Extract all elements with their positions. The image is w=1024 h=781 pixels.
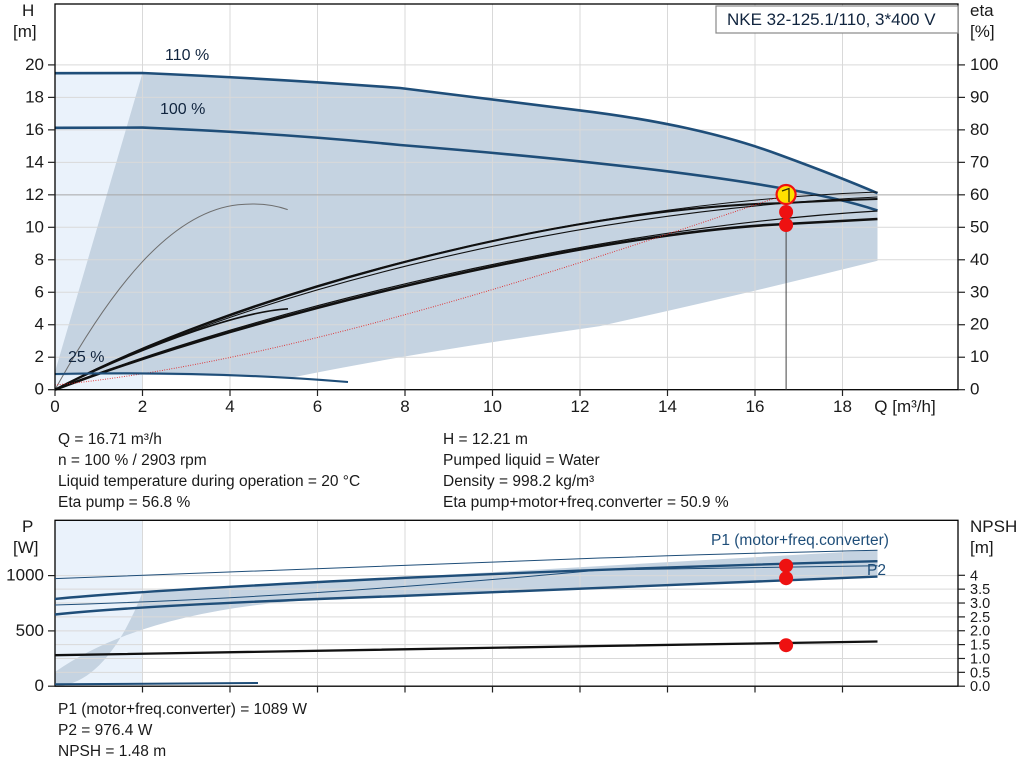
svg-text:12: 12 [25,185,44,204]
svg-text:100: 100 [970,55,998,74]
svg-text:Density = 998.2 kg/m³: Density = 998.2 kg/m³ [443,473,594,490]
svg-text:6: 6 [35,282,44,301]
svg-text:NKE 32-125.1/110, 3*400 V: NKE 32-125.1/110, 3*400 V [727,10,936,29]
svg-text:2: 2 [35,347,44,366]
svg-text:1000: 1000 [6,566,44,585]
svg-text:2: 2 [138,397,147,416]
svg-text:1.5: 1.5 [970,638,990,654]
svg-text:10: 10 [483,397,502,416]
svg-text:Eta pump+motor+freq.converter: Eta pump+motor+freq.converter = 50.9 % [443,494,729,511]
svg-text:P2 = 976.4 W: P2 = 976.4 W [58,722,153,739]
svg-text:500: 500 [16,621,44,640]
svg-text:14: 14 [658,397,677,416]
svg-text:0.5: 0.5 [970,665,990,681]
svg-text:10: 10 [25,217,44,236]
svg-text:110 %: 110 % [165,47,209,64]
svg-text:NPSH: NPSH [970,517,1017,536]
svg-text:6: 6 [313,397,322,416]
svg-text:4: 4 [225,397,234,416]
svg-text:4: 4 [35,315,44,334]
svg-text:18: 18 [833,397,852,416]
svg-text:14: 14 [25,152,44,171]
svg-text:1.0: 1.0 [970,652,990,668]
svg-text:18: 18 [25,87,44,106]
svg-text:50: 50 [970,217,989,236]
svg-text:12: 12 [571,397,590,416]
svg-text:Liquid temperature during oper: Liquid temperature during operation = 20… [58,473,360,490]
svg-text:16: 16 [25,120,44,139]
svg-text:100 %: 100 % [160,101,205,118]
svg-text:8: 8 [35,250,44,269]
svg-text:0.0: 0.0 [970,679,990,695]
svg-text:P1 (motor+freq.converter) = 10: P1 (motor+freq.converter) = 1089 W [58,701,307,718]
svg-text:25 %: 25 % [68,349,104,366]
svg-text:H: H [22,1,34,20]
svg-text:0: 0 [35,676,44,695]
svg-text:2.0: 2.0 [970,624,990,640]
svg-text:0: 0 [970,380,979,399]
svg-text:[%]: [%] [970,22,995,41]
svg-text:30: 30 [970,282,989,301]
svg-text:Q = 16.71 m³/h: Q = 16.71 m³/h [58,431,162,448]
svg-text:16: 16 [746,397,765,416]
svg-text:60: 60 [970,185,989,204]
svg-text:3.5: 3.5 [970,582,990,598]
svg-text:70: 70 [970,152,989,171]
svg-text:0: 0 [35,380,44,399]
svg-text:P1 (motor+freq.converter): P1 (motor+freq.converter) [711,532,889,549]
svg-text:20: 20 [25,55,44,74]
svg-text:8: 8 [400,397,409,416]
svg-text:n = 100 % / 2903 rpm: n = 100 % / 2903 rpm [58,452,207,469]
svg-text:4: 4 [970,568,978,584]
svg-text:0: 0 [50,397,59,416]
svg-text:H = 12.21 m: H = 12.21 m [443,431,528,448]
svg-text:20: 20 [970,315,989,334]
svg-text:[W]: [W] [13,538,39,557]
svg-text:Pumped liquid = Water: Pumped liquid = Water [443,452,600,469]
svg-text:eta: eta [970,1,994,20]
svg-text:Q [m³/h]: Q [m³/h] [874,397,935,416]
svg-text:3.0: 3.0 [970,596,990,612]
svg-text:80: 80 [970,120,989,139]
svg-text:[m]: [m] [13,22,37,41]
svg-text:NPSH = 1.48 m: NPSH = 1.48 m [58,743,166,760]
svg-text:P: P [22,517,33,536]
svg-text:40: 40 [970,250,989,269]
svg-text:[m]: [m] [970,538,994,557]
svg-text:P2: P2 [867,562,886,579]
svg-text:Eta pump = 56.8 %: Eta pump = 56.8 % [58,494,190,511]
svg-text:90: 90 [970,87,989,106]
svg-text:10: 10 [970,347,989,366]
svg-text:2.5: 2.5 [970,610,990,626]
